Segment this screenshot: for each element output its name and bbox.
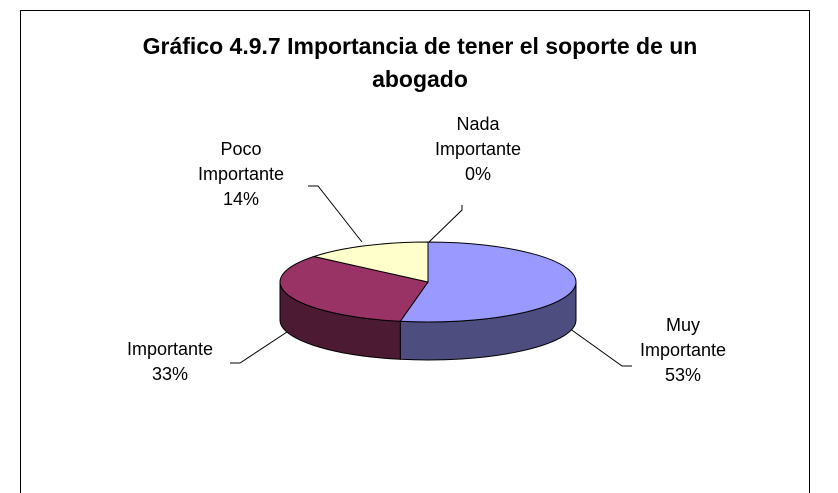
leader-lines xyxy=(230,185,632,367)
leader-line xyxy=(230,329,291,364)
leader-line xyxy=(427,205,463,244)
chart-frame xyxy=(20,10,810,493)
chart-title: Gráfico 4.9.7 Importancia de tener el so… xyxy=(142,33,698,92)
data-label: Importante 33% xyxy=(110,337,230,387)
pie-slice xyxy=(312,241,429,283)
category-label: Nada Importante xyxy=(434,114,522,159)
value-label: 0% xyxy=(464,164,491,184)
category-label: Poco Importante xyxy=(197,139,285,184)
data-label: Poco Importante 14% xyxy=(181,137,301,212)
value-label: 14% xyxy=(222,189,260,209)
leader-line xyxy=(308,185,363,243)
category-label: Importante xyxy=(126,339,214,359)
pie xyxy=(279,241,577,361)
value-label: 33% xyxy=(151,364,189,384)
category-label: Muy Importante xyxy=(639,315,727,360)
data-label: Nada Importante 0% xyxy=(418,112,538,187)
pie-slice xyxy=(399,241,577,323)
pie-slice xyxy=(279,255,429,322)
data-label: Muy Importante 53% xyxy=(623,313,743,388)
leader-line xyxy=(554,317,632,367)
value-label: 53% xyxy=(664,365,702,385)
